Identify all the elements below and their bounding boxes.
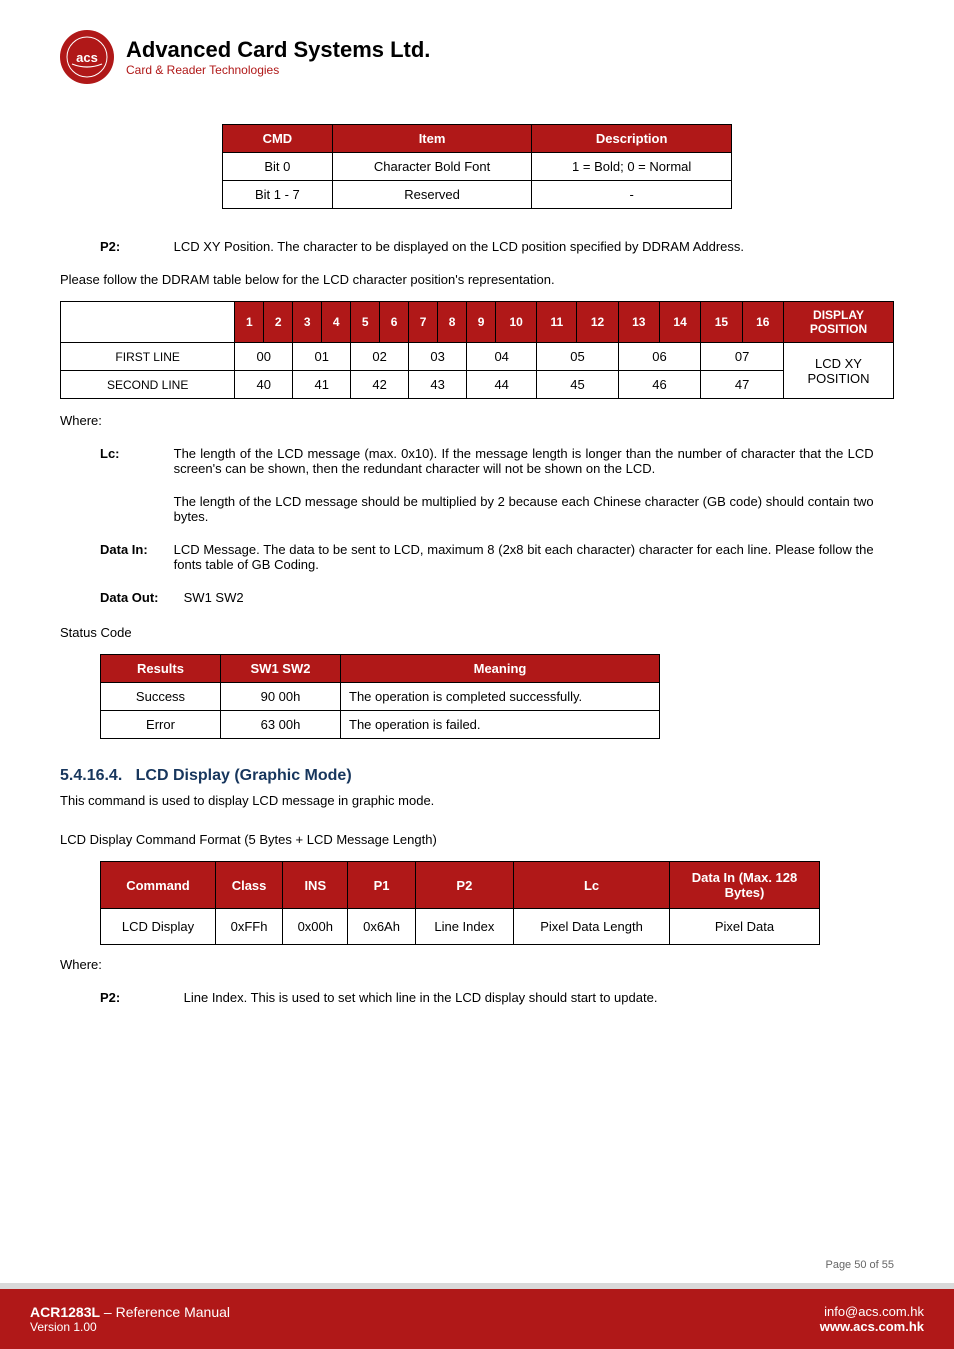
- cmd-table: CMD Item Description Bit 0 Character Bol…: [222, 124, 732, 209]
- cmd-header-cmd: CMD: [223, 125, 333, 153]
- logo-header: acs Advanced Card Systems Ltd. Card & Re…: [60, 30, 894, 84]
- data-out-definition: Data Out: SW1 SW2: [100, 590, 894, 605]
- data-out-text: SW1 SW2: [184, 590, 244, 605]
- p2-definition: P2: LCD XY Position. The character to be…: [100, 239, 894, 254]
- cmd-header-desc: Description: [532, 125, 732, 153]
- page-number: Page 50 of 55: [825, 1259, 894, 1271]
- data-in-text: LCD Message. The data to be sent to LCD,…: [174, 542, 874, 572]
- status-code-label: Status Code: [60, 625, 894, 640]
- company-name: Advanced Card Systems Ltd.: [126, 37, 430, 63]
- section-number: 5.4.16.4.: [60, 767, 122, 784]
- footer-version: Version 1.00: [30, 1320, 230, 1334]
- ddram-table: 1 2 3 4 5 6 7 8 9 10 11 12 13 14 15 16 D…: [60, 301, 894, 399]
- data-out-label: Data Out:: [100, 590, 180, 605]
- where-label: Where:: [60, 413, 894, 428]
- second-line-label: SECOND LINE: [61, 371, 235, 399]
- status-table: Results SW1 SW2 Meaning Success 90 00h T…: [100, 654, 660, 739]
- section-heading: 5.4.16.4. LCD Display (Graphic Mode): [60, 767, 894, 785]
- section-intro: This command is used to display LCD mess…: [60, 793, 894, 808]
- lc-label: Lc:: [100, 446, 170, 461]
- lc-text-2: The length of the LCD message should be …: [174, 494, 874, 524]
- lc-definition: Lc: The length of the LCD message (max. …: [100, 446, 894, 476]
- lcd-cmd-caption: LCD Display Command Format (5 Bytes + LC…: [60, 832, 894, 847]
- cmd-cell: 1 = Bold; 0 = Normal: [532, 153, 732, 181]
- cmd-cell: Reserved: [332, 181, 532, 209]
- lcd-xy-position-label: LCD XY POSITION: [784, 343, 894, 399]
- logo-icon: acs: [64, 34, 110, 80]
- lc-text-1: The length of the LCD message (max. 0x10…: [174, 446, 874, 476]
- p2-graphic-definition: P2: Line Index. This is used to set whic…: [100, 990, 894, 1005]
- display-position-header: DISPLAY POSITION: [784, 302, 894, 343]
- section-title: LCD Display (Graphic Mode): [136, 767, 352, 784]
- where-label-2: Where:: [60, 957, 894, 972]
- first-line-label: FIRST LINE: [61, 343, 235, 371]
- cmd-cell: Bit 1 - 7: [223, 181, 333, 209]
- lcd-command-table: Command Class INS P1 P2 Lc Data In (Max.…: [100, 861, 820, 945]
- cmd-cell: Character Bold Font: [332, 153, 532, 181]
- logo-badge: acs: [60, 30, 114, 84]
- p2-text: LCD XY Position. The character to be dis…: [174, 239, 874, 254]
- p2-graphic-text: Line Index. This is used to set which li…: [184, 990, 874, 1005]
- cmd-header-item: Item: [332, 125, 532, 153]
- data-in-definition: Data In: LCD Message. The data to be sen…: [100, 542, 894, 572]
- lc-note: The length of the LCD message should be …: [100, 494, 894, 524]
- footer-title: ACR1283L – Reference Manual: [30, 1304, 230, 1320]
- cmd-cell: -: [532, 181, 732, 209]
- footer-email: info@acs.com.hk: [820, 1304, 924, 1319]
- footer: ACR1283L – Reference Manual Version 1.00…: [0, 1289, 954, 1349]
- footer-www: www.acs.com.hk: [820, 1319, 924, 1334]
- company-tagline: Card & Reader Technologies: [126, 63, 430, 77]
- data-in-label: Data In:: [100, 542, 170, 557]
- p2-label: P2:: [100, 239, 170, 254]
- p2-graphic-label: P2:: [100, 990, 180, 1005]
- svg-text:acs: acs: [76, 50, 98, 65]
- cmd-cell: Bit 0: [223, 153, 333, 181]
- ddram-intro: Please follow the DDRAM table below for …: [60, 272, 894, 287]
